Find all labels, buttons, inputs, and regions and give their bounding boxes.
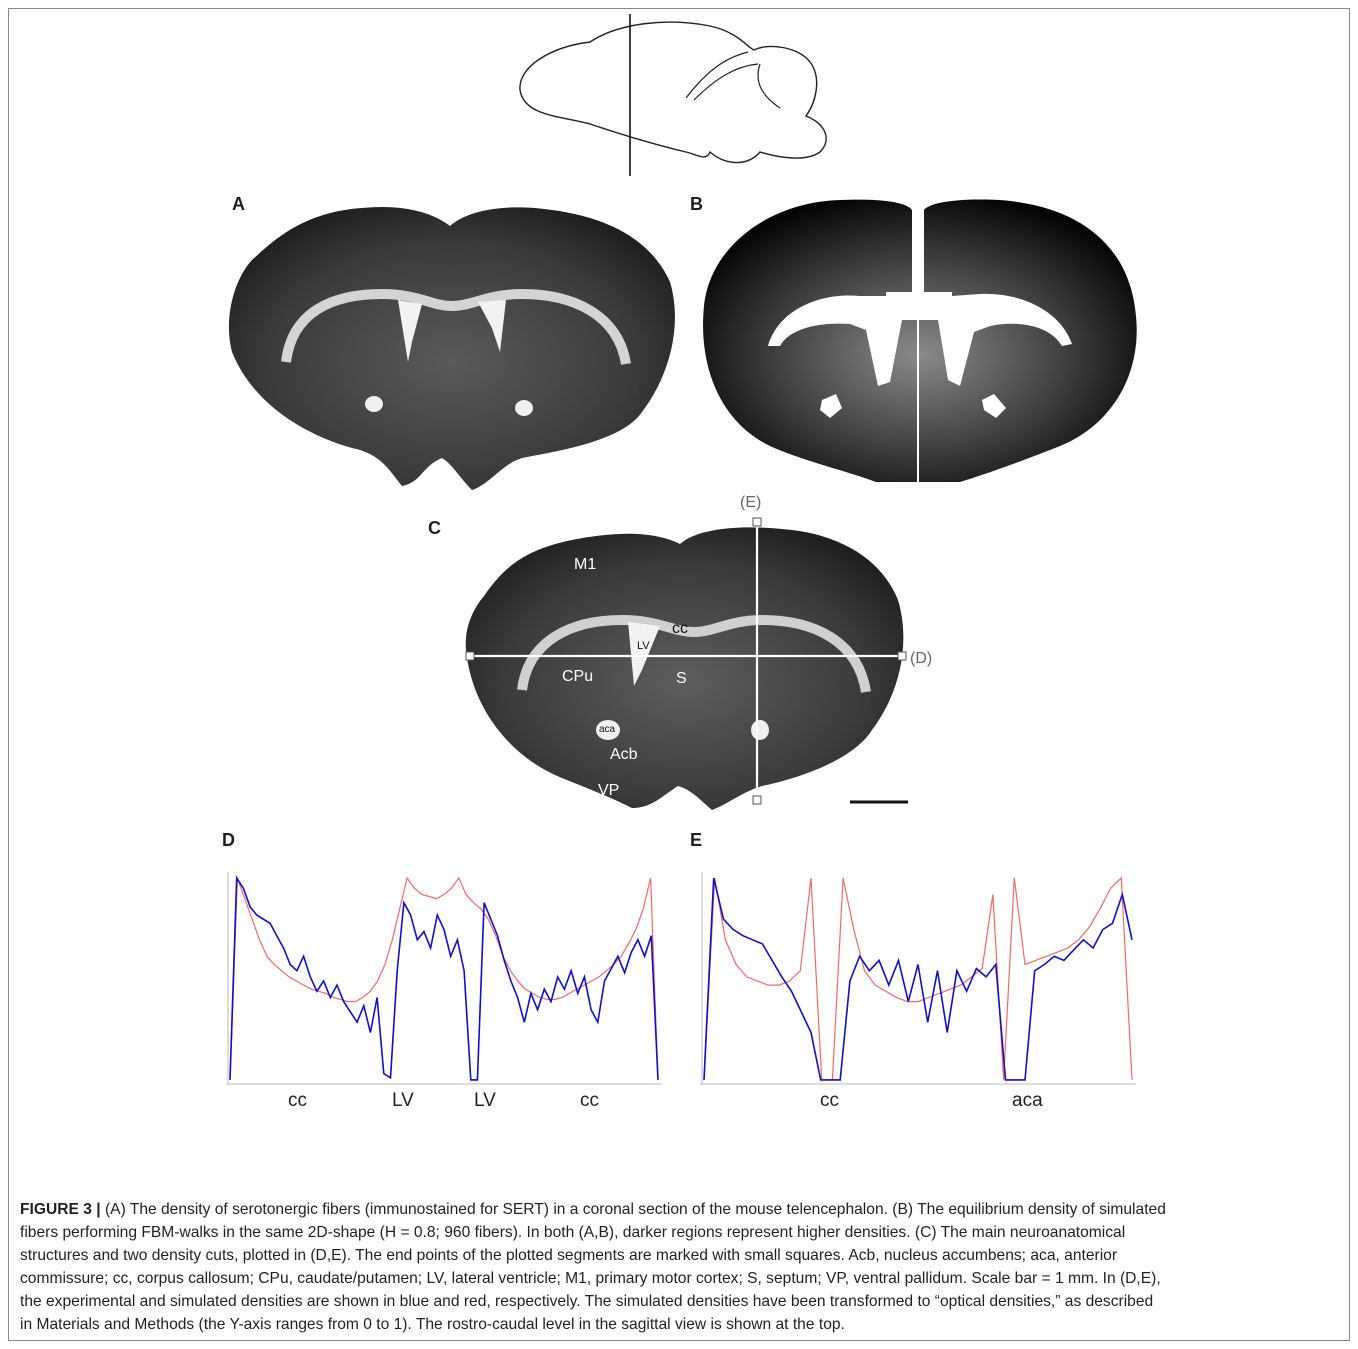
- label-cut-d: (D): [910, 650, 933, 667]
- panel-e-chart: [700, 872, 1136, 1085]
- panel-label-b: B: [690, 194, 703, 214]
- caption-line-5: the experimental and simulated densities…: [20, 1293, 1154, 1310]
- label-cut-e: (E): [740, 494, 762, 511]
- simulated-density-line: [229, 876, 659, 1080]
- experimental-density-line: [703, 877, 1133, 1081]
- x-tick-label: cc: [580, 1090, 599, 1111]
- sagittal-outline: [519, 21, 827, 164]
- panel-a-ventricle-left: [398, 300, 422, 362]
- panel-a-section-image: [228, 206, 675, 490]
- caption-line-4: commissure; cc, corpus callosum; CPu, ca…: [20, 1270, 1161, 1287]
- x-tick-label: LV: [392, 1090, 414, 1111]
- simulated-density-line: [703, 876, 1133, 1081]
- experimental-density-line: [229, 875, 659, 1081]
- x-tick-label: cc: [288, 1090, 307, 1111]
- panel-b-simulation-image: [703, 199, 1137, 482]
- panel-label-a: A: [232, 194, 245, 214]
- panel-c-aca-right: [751, 720, 769, 740]
- caption-figure-label: FIGURE 3 |: [20, 1201, 101, 1218]
- panel-c-annotated-section: [465, 517, 908, 810]
- caption-line-3: structures and two density cuts, plotted…: [20, 1247, 1118, 1264]
- label-aca: aca: [599, 724, 616, 735]
- panel-a-white-matter: [281, 288, 631, 365]
- x-tick-label: cc: [820, 1090, 839, 1111]
- cut-d-end-marker: [897, 651, 907, 661]
- panel-a-ventricle-right: [478, 300, 506, 352]
- x-tick-label: LV: [474, 1090, 496, 1111]
- panel-c-ventricle: [628, 622, 660, 686]
- panel-a-brain: [228, 206, 675, 490]
- panel-label-d: D: [222, 830, 235, 850]
- panel-b-aca-left: [820, 394, 842, 418]
- panel-b-brain: [703, 199, 1137, 482]
- panel-b-white-cavity: [768, 292, 1072, 386]
- figure-frame: [8, 8, 1350, 1341]
- label-acb: Acb: [610, 746, 638, 763]
- panel-a-aca-left: [365, 396, 383, 412]
- cut-e-end-marker: [752, 795, 762, 805]
- caption-line-1: FIGURE 3 | (A) The density of serotonerg…: [20, 1198, 1338, 1221]
- panel-label-c: C: [428, 518, 441, 538]
- panel-b-aca-right: [982, 394, 1006, 418]
- panel-c-white-matter: [517, 614, 871, 693]
- panel-label-e: E: [690, 830, 703, 850]
- sagittal-cerebellum-line: [685, 51, 781, 109]
- panel-c-brain: [465, 527, 904, 810]
- caption-line-2: fibers performing FBM-walks in the same …: [20, 1224, 1126, 1241]
- label-s: S: [676, 670, 687, 687]
- sagittal-view: [519, 14, 827, 176]
- cut-e-start-marker: [752, 517, 762, 527]
- label-vp: VP: [598, 782, 620, 799]
- label-cc: cc: [672, 620, 688, 637]
- x-tick-label: aca: [1012, 1090, 1043, 1111]
- label-cpu: CPu: [562, 668, 594, 685]
- figure-caption: FIGURE 3 | (A) The density of serotonerg…: [20, 1198, 1338, 1336]
- label-lv: LV: [637, 640, 650, 652]
- panel-d-chart: [226, 872, 662, 1085]
- panel-c-aca-region: [596, 720, 620, 740]
- caption-line-6: in Materials and Methods (the Y-axis ran…: [20, 1316, 845, 1333]
- caption-text-1: (A) The density of serotonergic fibers (…: [104, 1201, 1166, 1218]
- panel-a-aca-right: [515, 400, 533, 416]
- label-m1: M1: [574, 556, 597, 573]
- cut-d-start-marker: [465, 651, 475, 661]
